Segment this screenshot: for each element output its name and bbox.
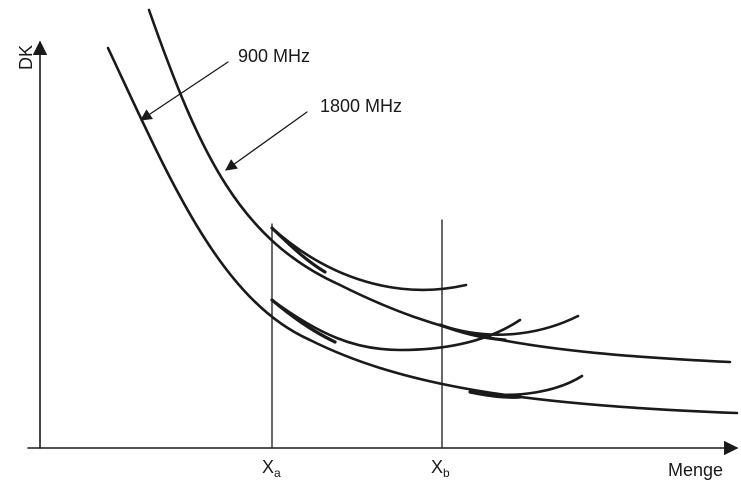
y-axis-label: DK: [16, 45, 36, 70]
label-1800mhz: 1800 MHz: [320, 96, 402, 116]
tangency-1800-xa: [270, 226, 327, 274]
x-axis-label: Menge: [668, 460, 723, 480]
tangency-1800-xb: [438, 323, 507, 342]
arrow-1800mhz: [225, 111, 308, 171]
x-tick-xa: Xa: [262, 457, 281, 480]
curve-1800mhz: [147, 8, 732, 364]
short-run-curve-1800-xa: [270, 226, 468, 292]
tangency-900-xa: [270, 298, 337, 344]
tangency-900-xb: [468, 390, 522, 399]
x-tick-xb: Xb: [431, 457, 450, 480]
arrow-900mhz: [140, 61, 229, 121]
label-900mhz: 900 MHz: [238, 46, 310, 66]
short-run-curve-900-xa: [270, 298, 522, 352]
curve-900mhz: [106, 46, 739, 415]
